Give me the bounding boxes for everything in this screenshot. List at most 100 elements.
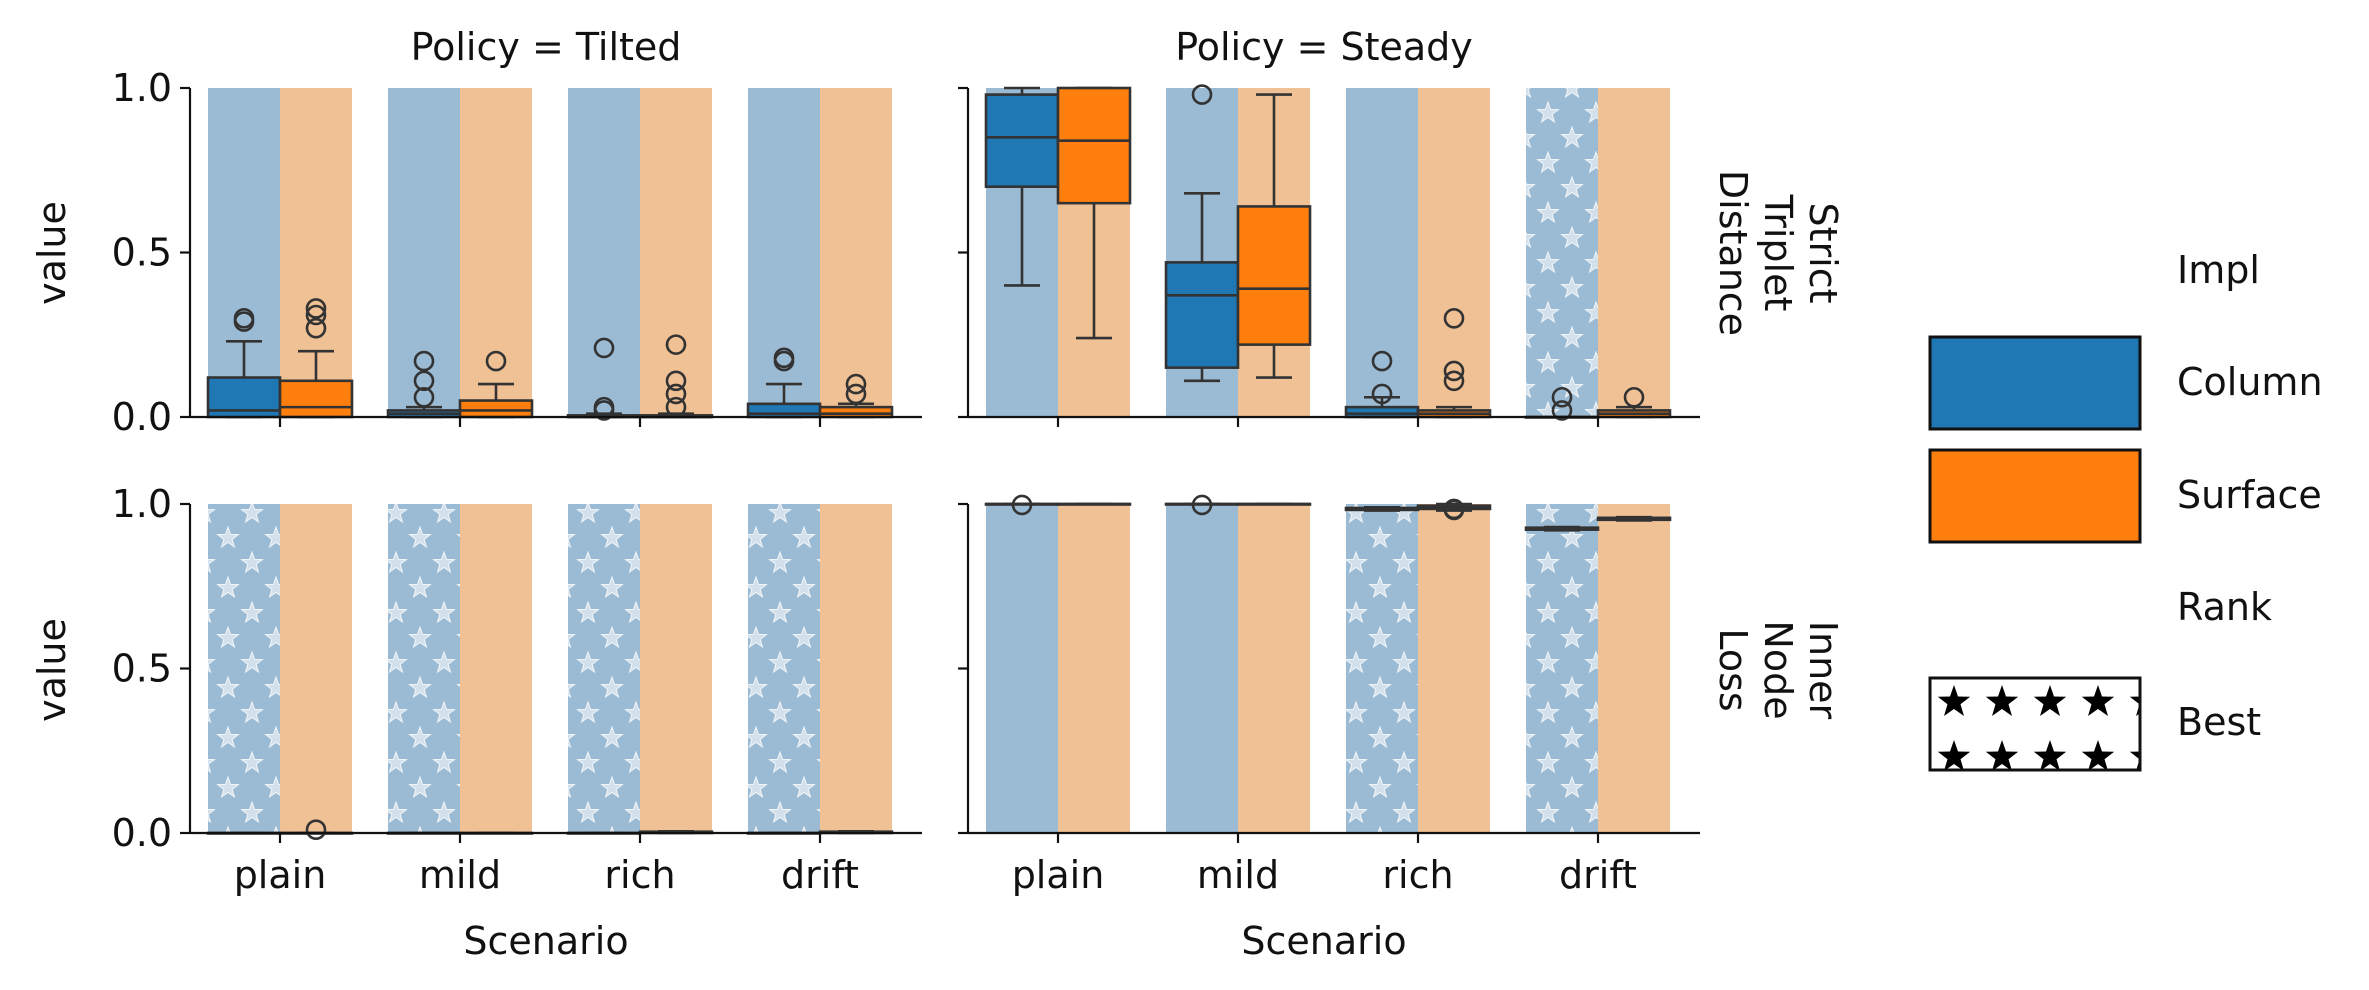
box-iqr: [1236, 205, 1312, 346]
facet-title-steady: Policy = Steady: [1175, 25, 1473, 69]
x-tick-label: plain: [1012, 853, 1105, 897]
box-rich-surface: [1416, 498, 1492, 521]
y-tick-label: 0.5: [112, 647, 172, 691]
outlier-point: [845, 373, 867, 395]
legend: Impl Column Surface Rank Best: [1928, 248, 2323, 772]
background-bar-plain-column: [986, 504, 1058, 833]
legend-swatch-best-stars: [1928, 676, 2142, 772]
outlier-point: [413, 370, 435, 392]
outlier-point: [773, 347, 795, 369]
outlier-point: [413, 386, 435, 408]
box-iqr: [818, 405, 894, 419]
box-drift-column: [1524, 525, 1600, 532]
x-tick-label: mild: [419, 853, 501, 897]
best-rank-hatch-rich-column: [568, 504, 640, 833]
background-bar-plain-surface: [1058, 504, 1130, 833]
background-bar-rich-surface: [640, 504, 712, 833]
facet-row-label-top-line-1: Strict: [1801, 203, 1845, 304]
legend-label-surface: Surface: [2177, 473, 2322, 517]
best-rank-hatch-plain-column: [208, 504, 280, 833]
facet-row-label-bottom-line-2: Node: [1756, 620, 1800, 719]
y-axis-title-top: value: [30, 201, 74, 305]
box-iqr: [984, 93, 1060, 189]
best-rank-hatch-drift-column: [748, 504, 820, 833]
background-bar-drift-surface: [820, 88, 892, 417]
background-bar-mild-column: [388, 88, 460, 417]
best-rank-hatch-rich-column: [1346, 504, 1418, 833]
outlier-point: [665, 383, 687, 405]
outlier-point: [845, 383, 867, 405]
best-rank-hatch-drift-column: [1526, 504, 1598, 833]
box-drift-surface: [1596, 515, 1672, 522]
outlier-point: [305, 304, 327, 326]
outlier-point: [1443, 498, 1465, 520]
box-iqr: [1164, 261, 1240, 369]
box-plain-surface: [1056, 86, 1132, 340]
box-iqr: [746, 402, 822, 419]
facet-row-label-bottom-line-1: Inner: [1801, 621, 1845, 720]
box-plain-surface: [1056, 502, 1132, 506]
facet-row-label-bottom: Inner Node Loss: [1711, 620, 1845, 719]
panel-r1-c0: 0.0 0.5 1.0 plain mild rich drift: [112, 482, 922, 897]
y-tick-label: 1.0: [112, 482, 172, 526]
legend-swatch-surface: [1928, 448, 2142, 544]
outlier-point: [305, 298, 327, 319]
box-plain-column: [984, 494, 1060, 516]
outlier-point: [1551, 386, 1573, 408]
x-tick-label: drift: [1559, 853, 1637, 897]
outlier-point: [1011, 494, 1033, 516]
box-iqr: [458, 399, 534, 419]
facet-row-label-top-line-3: Distance: [1711, 170, 1755, 336]
x-tick-label: rich: [1382, 853, 1453, 897]
box-iqr: [278, 379, 354, 419]
outlier-point: [485, 350, 507, 372]
facet-row-label-top: Strict Triplet Distance: [1711, 170, 1845, 336]
x-tick-label: mild: [1197, 853, 1279, 897]
background-bar-rich-surface: [640, 88, 712, 417]
background-bar-mild-column: [1166, 504, 1238, 833]
outlier-point: [1443, 370, 1465, 392]
outlier-point: [233, 307, 255, 329]
background-bar-drift-surface: [820, 504, 892, 833]
box-mild-surface: [1236, 502, 1312, 506]
facet-row-label-top-line-2: Triplet: [1756, 194, 1800, 312]
outlier-point: [1191, 494, 1213, 516]
box-rich-column: [1344, 505, 1420, 512]
legend-label-best: Best: [2177, 700, 2261, 744]
x-tick-label: rich: [604, 853, 675, 897]
outlier-point: [593, 337, 615, 359]
background-bar-rich-surface: [1418, 88, 1490, 417]
outlier-point: [1191, 84, 1213, 105]
outlier-point: [1443, 360, 1465, 382]
y-tick-label: 0.5: [112, 231, 172, 275]
best-rank-hatch-drift-column: [1526, 88, 1598, 417]
y-tick-label: 0.0: [112, 395, 172, 439]
outlier-point: [305, 819, 327, 841]
panel-r1-c1: plain mild rich drift: [958, 494, 1700, 897]
outlier-point: [1371, 383, 1393, 405]
outlier-point: [305, 317, 327, 339]
background-bar-mild-surface: [1238, 504, 1310, 833]
background-bar-rich-column: [568, 88, 640, 417]
background-bar-drift-column: [748, 88, 820, 417]
outlier-point: [1443, 307, 1465, 329]
outlier-point: [1551, 400, 1573, 421]
x-tick-label: plain: [234, 853, 327, 897]
facet-row-label-bottom-line-3: Loss: [1711, 628, 1755, 711]
legend-label-column: Column: [2177, 360, 2323, 404]
background-bar-rich-column: [1346, 88, 1418, 417]
outlier-point: [1623, 386, 1645, 408]
x-tick-label: drift: [781, 853, 859, 897]
outlier-point: [413, 350, 435, 372]
outlier-point: [665, 334, 687, 355]
y-tick-label: 0.0: [112, 811, 172, 855]
legend-title-impl: Impl: [2177, 248, 2260, 292]
box-iqr: [1344, 405, 1420, 419]
outlier-point: [1371, 350, 1393, 372]
y-axis-title-bottom: value: [30, 618, 74, 722]
outlier-point: [665, 370, 687, 392]
background-bar-plain-surface: [280, 504, 352, 833]
background-bar-drift-surface: [1598, 88, 1670, 417]
